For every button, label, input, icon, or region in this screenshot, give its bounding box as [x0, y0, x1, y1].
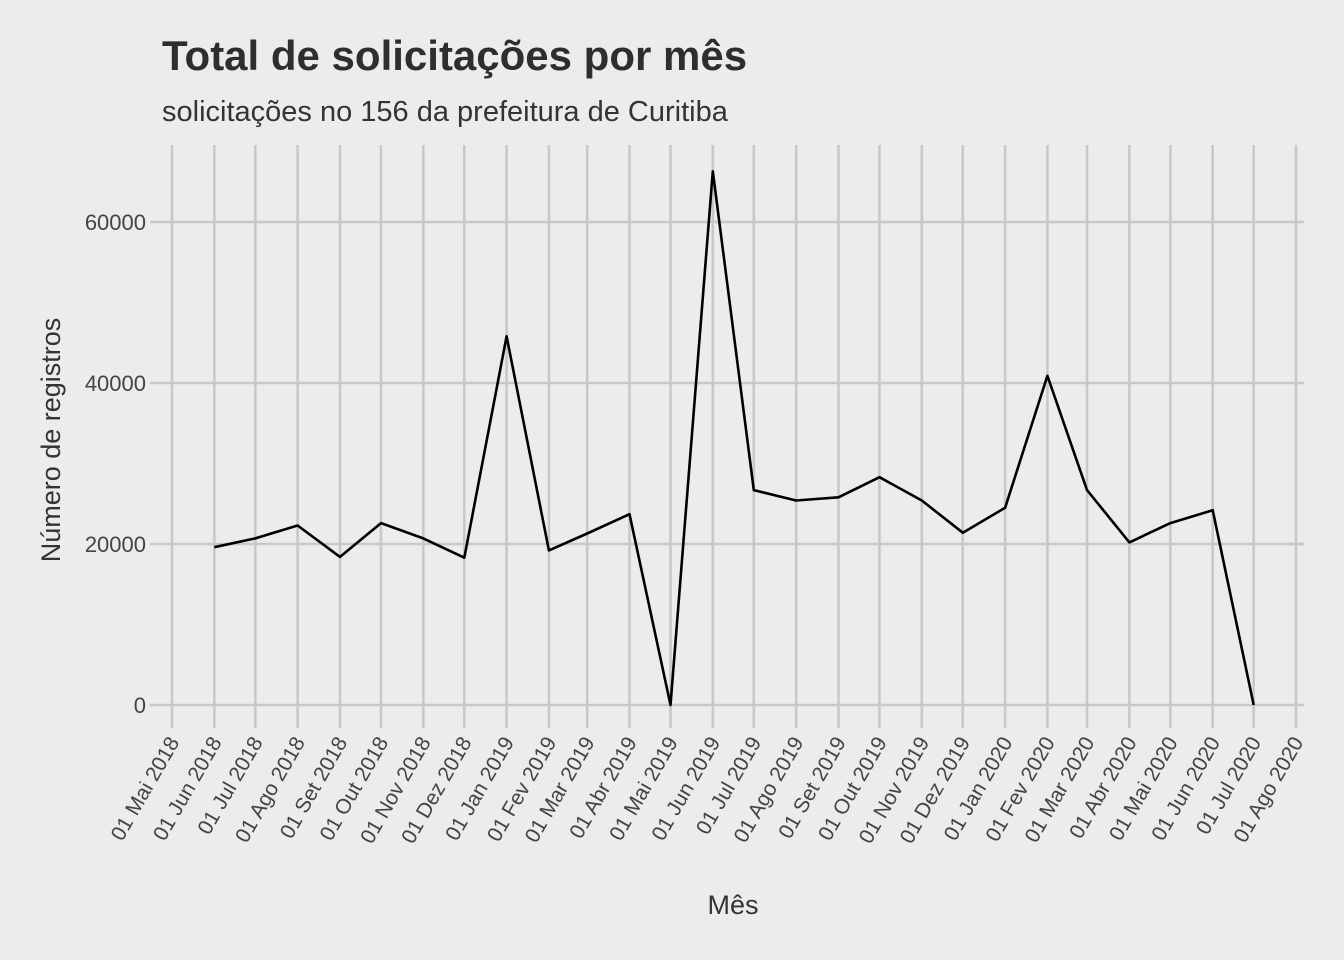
chart-subtitle: solicitações no 156 da prefeitura de Cur…	[162, 96, 728, 128]
y-tick-label: 20000	[85, 532, 146, 557]
y-tick-label: 40000	[85, 371, 146, 396]
x-axis-label: Mês	[707, 890, 758, 920]
series-layer	[214, 170, 1255, 707]
chart-title: Total de solicitações por mês	[162, 32, 748, 79]
y-tick-label: 0	[134, 693, 146, 718]
y-tick-label: 60000	[85, 210, 146, 235]
grid-layer	[150, 145, 1304, 728]
y-axis-label: Número de registros	[36, 318, 66, 563]
y-tick-labels: 0 20000 40000 60000	[85, 210, 146, 718]
series-line	[214, 170, 1255, 707]
